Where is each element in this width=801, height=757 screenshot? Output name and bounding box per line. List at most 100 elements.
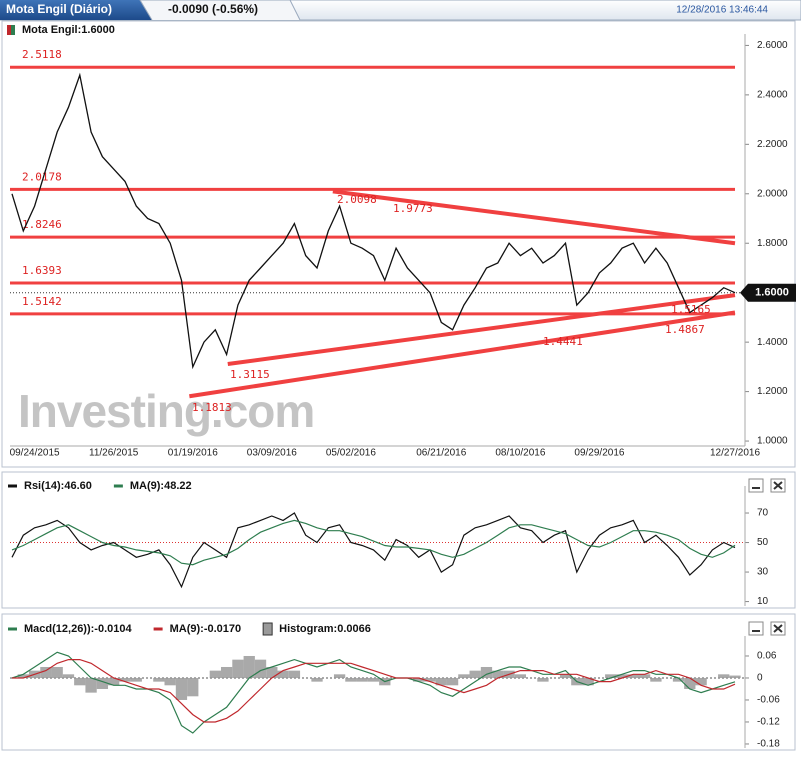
y-tick-label: 70 [757, 508, 769, 519]
y-tick-label: 30 [757, 567, 769, 578]
histogram-bar [627, 674, 639, 678]
histogram-bar [220, 666, 233, 678]
legend-icon [11, 25, 15, 35]
y-tick-label: 0 [757, 673, 763, 684]
level-label: 1.8246 [22, 218, 62, 231]
indicator-line [12, 659, 736, 723]
y-tick-label: -0.12 [757, 717, 780, 728]
annotation: 1.1813 [192, 401, 232, 414]
trendline [189, 310, 736, 399]
x-tick-label: 12/27/2016 [710, 448, 760, 459]
histogram-bar [650, 677, 662, 682]
y-tick-label: 1.2000 [757, 386, 788, 397]
histogram-bar [153, 677, 165, 682]
histogram-bar [672, 677, 685, 682]
y-tick-label: 2.4000 [757, 90, 788, 101]
legend-swatch [262, 622, 273, 636]
title-tab [0, 0, 152, 20]
rsi-panel [1, 471, 796, 609]
x-tick-label: 09/29/2016 [574, 448, 624, 459]
histogram-bar [17, 674, 29, 678]
annotation: 1.4441 [543, 335, 583, 348]
last-price-box [740, 283, 796, 302]
histogram-bar [232, 659, 244, 678]
change-tab [139, 0, 301, 21]
legend-icon [7, 25, 11, 35]
indicator-line [11, 512, 736, 589]
macd-panel [1, 613, 796, 751]
histogram-bar [514, 674, 527, 678]
histogram-bar [254, 659, 267, 678]
level-label: 1.6393 [22, 264, 62, 277]
histogram-bar [458, 674, 470, 678]
histogram-bar [119, 677, 131, 682]
timestamp: 12/28/2016 13:46:44 [676, 5, 768, 16]
close-icon [773, 481, 783, 490]
histogram-bar [718, 674, 730, 678]
histogram-bar [74, 677, 86, 686]
minimize-button[interactable] [748, 478, 764, 493]
y-tick-label: 0.06 [757, 651, 777, 662]
legend-label: Rsi(14):46.60 [24, 480, 92, 492]
price-change: -0.0090 (-0.56%) [168, 2, 258, 16]
trendline [332, 189, 736, 246]
histogram-bar [469, 670, 481, 678]
y-tick-label: -0.06 [757, 695, 780, 706]
y-tick-label: 1.8000 [757, 238, 788, 249]
close-icon [773, 624, 783, 633]
histogram-bar [311, 677, 323, 682]
histogram-bar [85, 677, 97, 693]
rsi-buttons [748, 478, 786, 493]
histogram-bar [446, 677, 459, 686]
level-label: 2.0178 [22, 170, 62, 183]
histogram-bar [164, 677, 176, 686]
y-tick-label: 2.2000 [757, 139, 788, 150]
legend-label: MA(9):-0.0170 [170, 623, 242, 635]
level-label: 2.5118 [22, 48, 62, 61]
last-price-label: 1.6000 [755, 287, 789, 299]
price-line [11, 72, 736, 370]
histogram-bar [413, 677, 425, 682]
x-tick-label: 09/24/2015 [10, 448, 60, 459]
trendline [227, 293, 736, 367]
histogram-bar [108, 677, 120, 686]
annotation: 1.9773 [393, 202, 433, 215]
histogram-bar [209, 670, 221, 678]
watermark: Investing.com [18, 385, 314, 437]
histogram-bar [96, 677, 109, 689]
histogram-bar [480, 666, 493, 678]
x-tick-label: 01/19/2016 [168, 448, 218, 459]
x-tick-label: 03/09/2016 [247, 448, 297, 459]
histogram-bar [333, 674, 346, 678]
histogram-bar [266, 666, 278, 678]
histogram-bar [367, 677, 380, 682]
x-tick-label: 06/21/2016 [416, 448, 466, 459]
macd-buttons [748, 621, 786, 636]
annotation: 1.3115 [230, 368, 270, 381]
y-tick-label: 2.6000 [757, 40, 788, 51]
legend-label: MA(9):48.22 [130, 480, 192, 492]
annotation: 1.5165 [671, 303, 711, 316]
indicator-line [11, 651, 736, 734]
y-tick-label: 2.0000 [757, 188, 788, 199]
x-tick-label: 08/10/2016 [495, 448, 545, 459]
histogram-bar [345, 677, 357, 682]
histogram-bar [51, 666, 63, 678]
x-tick-label: 11/26/2015 [89, 448, 139, 459]
histogram-bar [638, 674, 651, 678]
y-tick-label: 50 [757, 537, 769, 548]
y-tick-label: -0.18 [757, 739, 780, 750]
legend-label: Macd(12,26)):-0.0104 [24, 623, 132, 635]
minimize-button[interactable] [748, 621, 764, 636]
histogram-bar [695, 677, 707, 686]
x-tick-label: 05/02/2016 [326, 448, 376, 459]
y-tick-label: 1.4000 [757, 337, 788, 348]
histogram-bar [684, 677, 696, 689]
histogram-bar [40, 666, 52, 678]
histogram-bar [130, 677, 142, 682]
histogram-bar [62, 674, 75, 678]
y-tick-label: 10 [757, 596, 769, 607]
annotation: 1.4867 [665, 323, 705, 336]
